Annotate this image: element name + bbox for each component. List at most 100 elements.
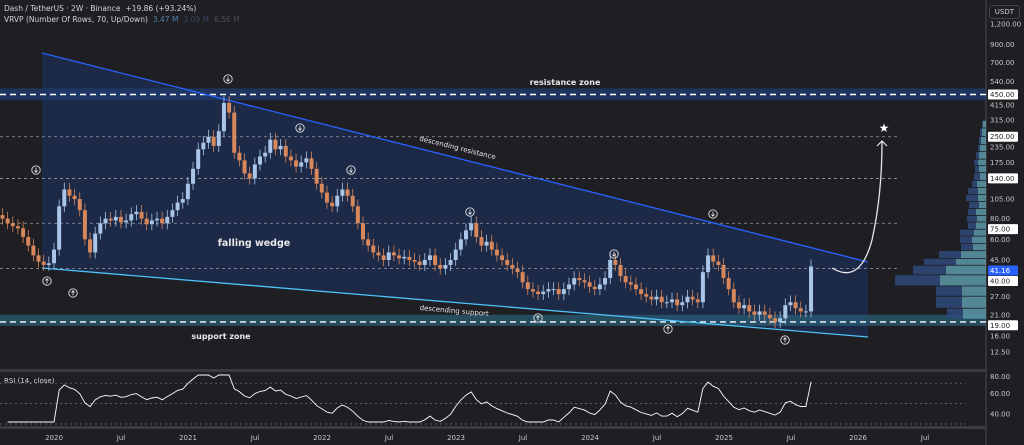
candle-down [762,311,767,315]
candle-down [633,284,638,290]
vrvp-up-bar [962,286,986,296]
price-level-tag [988,320,1018,331]
candle-down [536,291,541,295]
vrvp-down-volume: 3.09 M [183,15,209,24]
candle-up [670,299,674,303]
candle-down [592,286,597,290]
price-axis-label: 900.00 [990,41,1015,49]
marker-circle [663,324,673,334]
vrvp-up-bar [977,215,986,222]
rsi-axis-label: 60.00 [990,390,1010,398]
candle-down [288,156,293,161]
vrvp-up-bar [978,187,986,195]
candle-down [283,145,288,157]
candle-down [31,245,36,256]
vrvp-up-bar [976,208,986,216]
candle-down [77,199,82,211]
price-axis-label: 21.00 [990,311,1010,319]
candle-down [345,189,350,196]
candle-down [726,278,731,290]
candle-up [299,162,304,167]
symbol-title: Dash / TetherUS · 2W · Binance [4,4,121,13]
resistance-zone-label: resistance zone [530,78,601,87]
candle-up [386,252,391,260]
candle-up [706,255,711,273]
candle-up [191,168,196,184]
vrvp-title: VRVP (Number Of Rows, 70, Up/Down) [4,15,148,24]
arrow-up-circle-icon [42,276,52,286]
candle-down [417,261,422,265]
candle-down [489,241,494,250]
price-level-tag [988,275,1018,286]
price-axis-label: 235.00 [990,144,1015,152]
vrvp-up-bar [980,144,986,151]
marker-arrow [711,211,715,217]
candle-down [242,160,247,174]
candle-up [62,189,67,207]
arrow-up-circle-icon [68,288,78,298]
rsi-axis-label: 80.00 [990,373,1010,381]
candle-down [88,239,93,253]
candle-down [675,299,680,306]
candle-down [232,112,237,153]
candle-down [587,282,592,287]
price-axis-label: 105.00 [990,196,1015,204]
candle-up [422,259,427,265]
vrvp-down-bar [968,222,976,229]
candle-down [67,189,72,196]
candle-down [433,255,438,265]
currency-button[interactable]: USDT [988,5,1020,19]
candle-down [628,282,633,285]
price-level-tag-text: 450.00 [990,91,1015,99]
vrvp-down-bar [968,187,978,195]
candle-down [690,296,695,300]
candle-up [788,302,793,306]
candle-up [57,206,62,250]
arrow-down-circle-icon [31,165,41,175]
candle-down [500,255,505,260]
price-level-tag-text: 19.00 [990,322,1010,330]
candle-down [695,299,700,303]
candle-up [567,284,571,290]
time-axis-label: 2020 [45,434,63,442]
candle-up [206,136,211,143]
candle-down [494,249,499,256]
candle-down [530,289,535,292]
price-axis-label: 80.00 [990,215,1010,223]
candle-down [381,255,386,260]
vrvp-up-bar [981,136,986,144]
time-axis-label: 2023 [447,434,465,442]
marker-arrow [71,290,75,296]
candle-down [160,218,165,224]
marker-circle [780,335,790,345]
vrvp-up-bar [972,236,986,244]
arrow-down-circle-icon [346,165,356,175]
vrvp-up-bar [978,159,986,166]
vrvp-legend[interactable]: VRVP (Number Of Rows, 70, Up/Down) 3.47 M… [4,15,245,24]
time-axis-label: Jul [786,434,796,442]
vrvp-down-bar [974,159,978,166]
candle-up [742,305,747,309]
time-axis-separator [0,426,986,429]
candle-down [659,296,664,303]
candle-up [93,233,98,253]
symbol-legend[interactable]: Dash / TetherUS · 2W · Binance +19.86 (+9… [4,4,201,13]
price-axis-label: 1,200.00 [990,21,1021,29]
time-axis-label: Jul [652,434,662,442]
candle-down [515,268,520,273]
candle-up [134,211,139,215]
candle-up [778,318,783,322]
vrvp-up-bar [961,251,986,258]
candle-down [72,195,77,200]
rsi-legend[interactable]: RSI (14, close) [4,377,55,385]
candle-up [484,241,489,246]
marker-circle [609,249,619,259]
candle-down [26,236,31,246]
candle-up [165,216,170,224]
arrow-up-circle-icon [663,324,673,334]
candle-up [603,278,608,285]
marker-arrow [45,278,49,284]
candle-down [798,308,803,312]
candle-down [474,223,479,237]
